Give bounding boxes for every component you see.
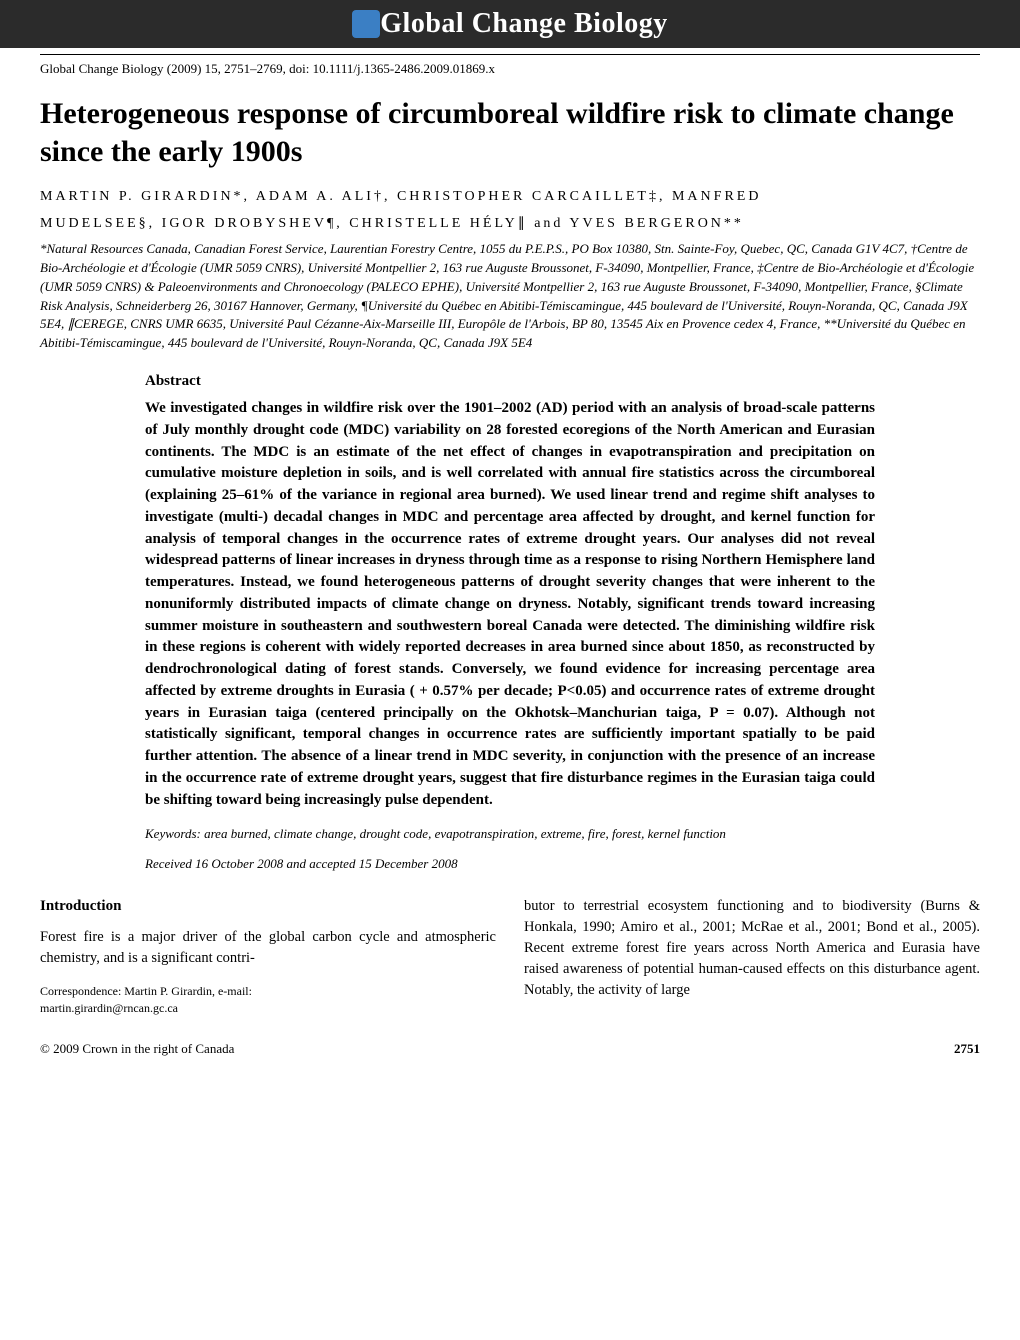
- title-block: Heterogeneous response of circumboreal w…: [40, 95, 980, 353]
- header-rule: [40, 54, 980, 55]
- copyright-line: © 2009 Crown in the right of Canada: [40, 1041, 234, 1057]
- affiliations: *Natural Resources Canada, Canadian Fore…: [40, 240, 980, 353]
- journal-logo-square: [352, 10, 380, 38]
- keywords-line: Keywords: area burned, climate change, d…: [145, 825, 875, 843]
- intro-paragraph-left: Forest fire is a major driver of the glo…: [40, 927, 496, 969]
- citation-line: Global Change Biology (2009) 15, 2751–27…: [40, 61, 980, 77]
- column-right: butor to terrestrial ecosystem functioni…: [524, 896, 980, 1017]
- column-left: Introduction Forest fire is a major driv…: [40, 896, 496, 1017]
- footer: © 2009 Crown in the right of Canada 2751: [40, 1041, 980, 1057]
- correspondence-block: Correspondence: Martin P. Girardin, e-ma…: [40, 983, 496, 1017]
- received-line: Received 16 October 2008 and accepted 15…: [145, 856, 875, 872]
- keywords-values: area burned, climate change, drought cod…: [204, 826, 726, 841]
- page-number: 2751: [954, 1041, 980, 1057]
- article-title: Heterogeneous response of circumboreal w…: [40, 95, 980, 170]
- keywords-label: Keywords:: [145, 826, 201, 841]
- correspondence-email: martin.girardin@rncan.gc.ca: [40, 1000, 496, 1017]
- abstract-text: We investigated changes in wildfire risk…: [145, 398, 875, 811]
- introduction-heading: Introduction: [40, 896, 496, 918]
- correspondence-label: Correspondence: Martin P. Girardin, e-ma…: [40, 983, 496, 1000]
- abstract-heading: Abstract: [145, 373, 875, 390]
- citation-text: Global Change Biology (2009) 15, 2751–27…: [40, 61, 495, 76]
- journal-name: Global Change Biology: [380, 8, 667, 39]
- abstract-block: Abstract We investigated changes in wild…: [145, 373, 875, 871]
- authors-line-1: MARTIN P. GIRARDIN*, ADAM A. ALI†, CHRIS…: [40, 186, 980, 207]
- authors-line-2: MUDELSEE§, IGOR DROBYSHEV¶, CHRISTELLE H…: [40, 213, 980, 234]
- journal-banner: Global Change Biology: [0, 0, 1020, 48]
- intro-paragraph-right: butor to terrestrial ecosystem functioni…: [524, 896, 980, 1001]
- body-columns: Introduction Forest fire is a major driv…: [40, 896, 980, 1017]
